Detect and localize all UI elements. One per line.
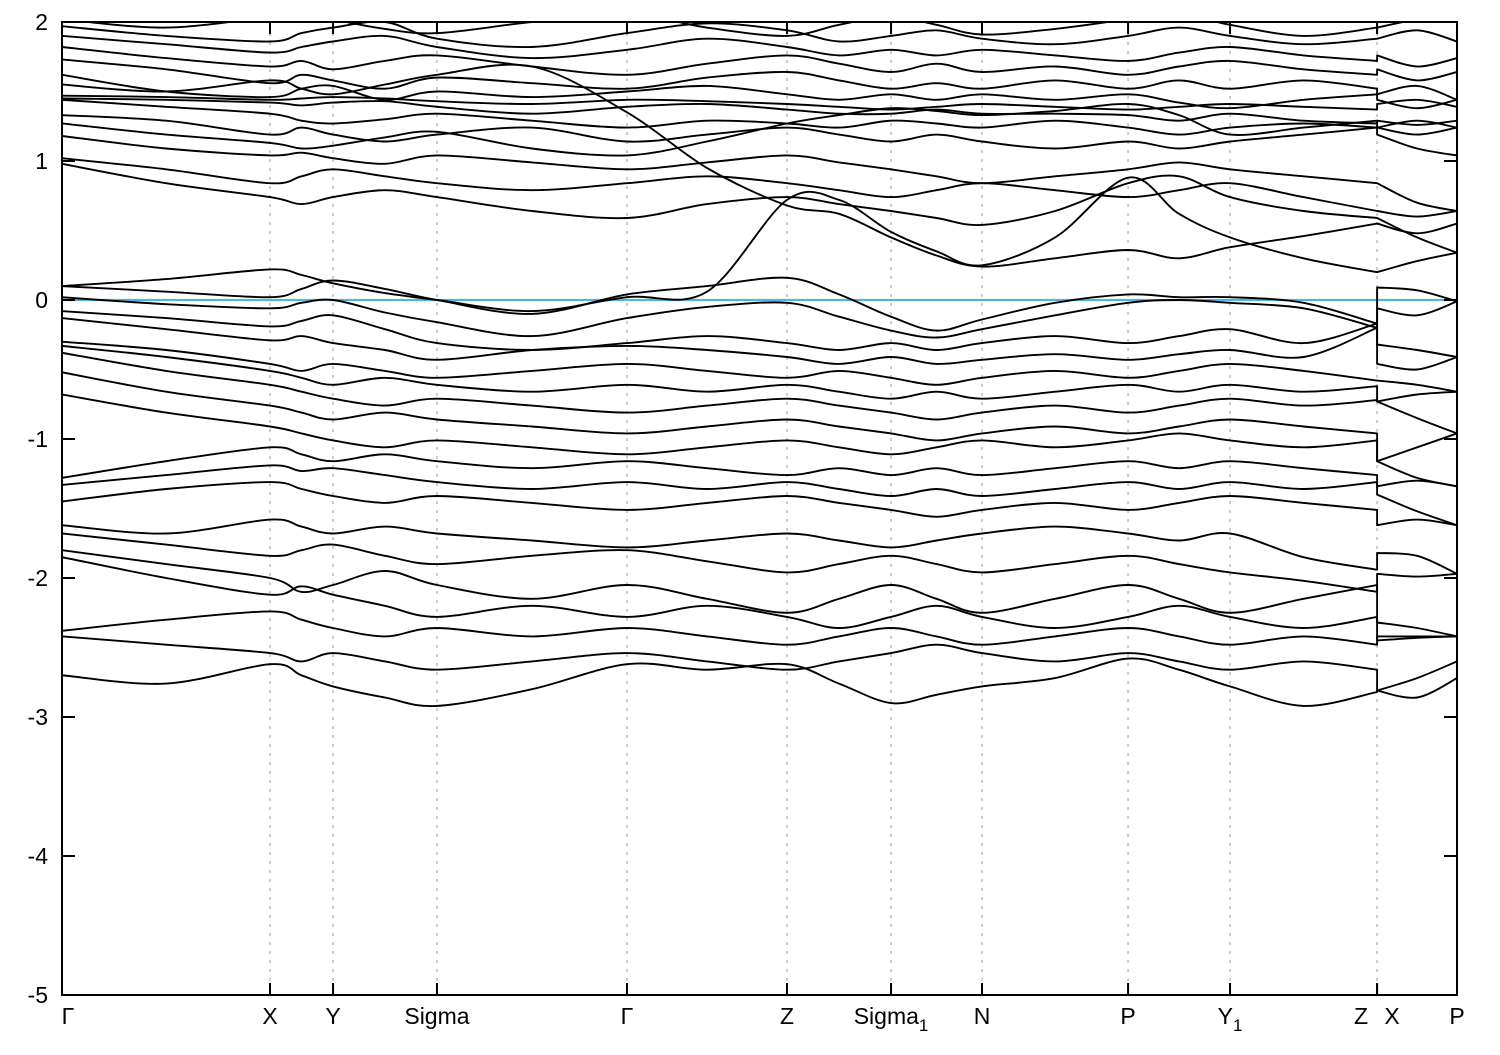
y-tick-label: -3 (28, 704, 48, 730)
x-tick-label: Y1 (1218, 1003, 1243, 1035)
x-tick-label: Sigma (404, 1003, 469, 1029)
band-curve (63, 317, 1456, 371)
y-tick-label: 0 (35, 287, 48, 313)
band-curve (63, 114, 1456, 157)
y-tick-label: -4 (28, 843, 49, 869)
band-curve (63, 352, 1456, 435)
band-curve (63, 371, 1456, 463)
y-tick-label: -2 (28, 565, 48, 591)
band-curve (63, 464, 1456, 497)
band-curve (63, 610, 1456, 646)
x-tick-label: Y (325, 1003, 340, 1029)
x-tick-label: X (1384, 1003, 1399, 1029)
band-curve (63, 34, 1456, 68)
x-tick-label: X (262, 1003, 277, 1029)
band-curve (63, 23, 1456, 49)
band-curve (63, 103, 1456, 157)
band-curve (63, 63, 1456, 268)
band-curve (63, 163, 1456, 254)
band-curve (63, 276, 1456, 332)
band-curve (63, 340, 1456, 393)
band-curve (63, 98, 1456, 136)
band-curve (63, 393, 1456, 488)
x-tick-label: Z (1354, 1003, 1368, 1029)
band-curve (63, 176, 1456, 313)
x-tick-label: Sigma1 (854, 1003, 929, 1035)
band-curve (63, 481, 1456, 527)
band-curve (63, 532, 1456, 593)
band-curve (63, 296, 1456, 339)
band-curve (63, 549, 1456, 638)
band-curve (63, 310, 1456, 358)
band-curve (63, 345, 1456, 403)
y-tick-label: 2 (35, 9, 48, 35)
x-tick-label: P (1120, 1003, 1135, 1029)
y-tick-label: 1 (35, 148, 48, 174)
x-tick-label: Γ (621, 1003, 634, 1029)
y-tick-label: -1 (28, 426, 48, 452)
band-curve (63, 157, 1456, 218)
x-tick-label: Z (780, 1003, 794, 1029)
band-curve (63, 635, 1456, 692)
band-curve (63, 135, 1456, 212)
band-curve (63, 657, 1456, 708)
band-curve (88, 23, 1403, 37)
band-curve (63, 518, 1456, 575)
x-tick-label: P (1449, 1003, 1464, 1029)
band-curve (63, 58, 1456, 101)
band-curve (63, 446, 1456, 526)
x-tick-label: Γ (62, 1003, 75, 1029)
band-curve (63, 556, 1456, 642)
x-tick-label: N (974, 1003, 991, 1029)
y-tick-label: -5 (28, 982, 48, 1008)
band-curve (63, 94, 1456, 111)
band-curve (63, 74, 1456, 110)
plot-frame (61, 21, 1458, 996)
band-curve (63, 46, 1456, 82)
band-curve (63, 97, 1456, 126)
